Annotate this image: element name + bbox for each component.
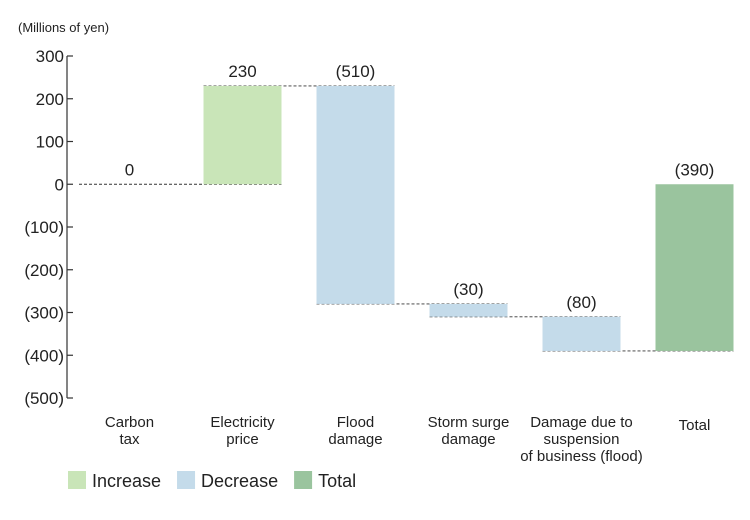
x-tick-label: Storm surge damage	[428, 414, 510, 448]
legend-swatch-decrease	[177, 471, 196, 489]
legend-label-increase: Increase	[92, 471, 161, 491]
bar-decrease	[316, 85, 395, 304]
bar-increase	[203, 85, 282, 185]
data-label: 0	[125, 160, 134, 179]
x-tick-label: Total	[679, 417, 711, 434]
y-tick-label: 300	[36, 47, 64, 66]
unit-label: (Millions of yen)	[18, 20, 109, 35]
y-tick-label: (500)	[24, 389, 64, 408]
bar-decrease	[429, 303, 508, 317]
y-tick-label: (200)	[24, 261, 64, 280]
x-tick-line: Flood	[337, 414, 375, 431]
bars	[203, 85, 734, 351]
x-tick-line: tax	[119, 431, 140, 448]
legend: Increase Decrease Total	[68, 471, 356, 491]
y-tick-label: 100	[36, 133, 64, 152]
x-tick-line: Damage due to	[530, 414, 633, 431]
legend-label-total: Total	[318, 471, 356, 491]
bar-decrease	[542, 316, 621, 351]
data-label: (80)	[566, 293, 596, 312]
x-tick-label: Damage due to suspension of business (floo…	[520, 414, 643, 465]
y-tick-label: (100)	[24, 218, 64, 237]
x-tick-line: Total	[679, 417, 711, 434]
data-label: (390)	[675, 160, 715, 179]
x-tick-line: price	[226, 431, 259, 448]
y-axis: 300 200 100 0 (100) (200) (300) (400) (500)	[24, 47, 73, 408]
data-label: (30)	[453, 280, 483, 299]
y-tick-label: (400)	[24, 346, 64, 365]
legend-swatch-increase	[68, 471, 86, 489]
x-tick-line: Carbon	[105, 414, 154, 431]
x-tick-label: Carbon tax	[105, 414, 154, 448]
y-tick-label: 0	[55, 175, 64, 194]
x-tick-line: Storm surge	[428, 414, 510, 431]
x-tick-line: damage	[441, 431, 495, 448]
data-label: (510)	[336, 62, 376, 81]
x-tick-line: damage	[328, 431, 382, 448]
x-tick-label: Electricity price	[210, 414, 275, 448]
x-tick-label: Flood damage	[328, 414, 382, 448]
data-label: 230	[228, 62, 256, 81]
y-tick-label: 200	[36, 90, 64, 109]
legend-swatch-total	[294, 471, 313, 489]
data-labels: 0 230 (510) (30) (80) (390)	[125, 62, 715, 312]
x-tick-line: suspension	[544, 431, 620, 448]
y-tick-label: (300)	[24, 304, 64, 323]
legend-label-decrease: Decrease	[201, 471, 278, 491]
connector-lines	[79, 85, 734, 352]
x-tick-line: Electricity	[210, 414, 275, 431]
x-tick-line: of business (flood)	[520, 448, 643, 465]
bar-total	[655, 184, 734, 351]
